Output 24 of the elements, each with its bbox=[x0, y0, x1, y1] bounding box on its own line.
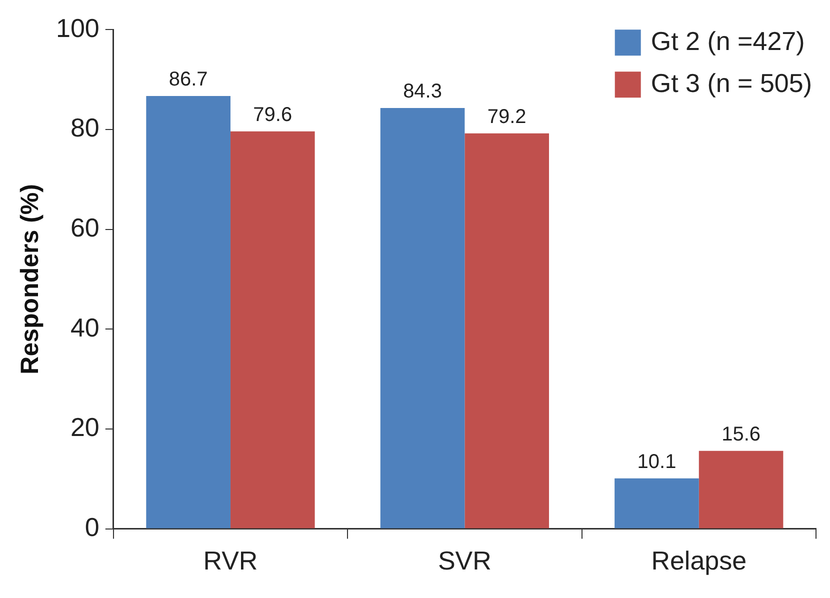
legend-label: Gt 2 (n =427) bbox=[650, 26, 805, 56]
y-axis-title: Responders (%) bbox=[16, 184, 44, 374]
y-tick-label: 60 bbox=[70, 212, 100, 242]
data-label: 10.1 bbox=[637, 450, 676, 473]
x-tick-label: Relapse bbox=[651, 546, 747, 576]
y-tick-label: 40 bbox=[70, 312, 100, 342]
bar bbox=[698, 450, 784, 528]
data-label: 86.7 bbox=[168, 68, 208, 91]
y-tick-label: 0 bbox=[84, 512, 100, 542]
bar bbox=[464, 133, 550, 528]
data-label: 84.3 bbox=[403, 80, 442, 102]
legend-label: Gt 3 (n = 505) bbox=[650, 68, 812, 98]
bar bbox=[146, 96, 230, 528]
x-tick-label: RVR bbox=[203, 546, 258, 576]
y-tick-label: 80 bbox=[70, 112, 100, 143]
data-label: 79.6 bbox=[253, 104, 292, 126]
y-tick-label: 20 bbox=[70, 412, 100, 442]
data-label: 15.6 bbox=[722, 423, 761, 446]
bar bbox=[380, 108, 465, 528]
bar bbox=[230, 131, 315, 528]
data-label: 79.2 bbox=[487, 106, 526, 128]
x-tick-label: SVR bbox=[438, 546, 492, 576]
y-tick-label: 100 bbox=[56, 12, 100, 43]
bar bbox=[614, 478, 699, 528]
